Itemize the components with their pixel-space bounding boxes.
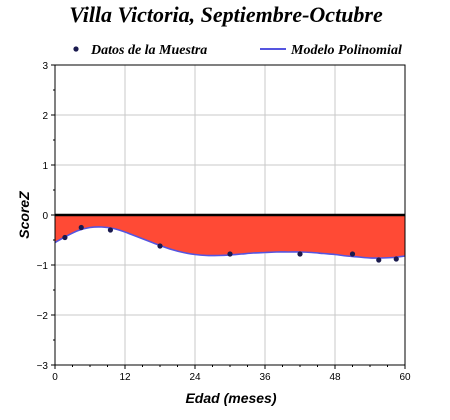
sample-point	[393, 256, 399, 262]
sample-point	[157, 243, 163, 249]
sample-points-layer	[62, 224, 399, 263]
legend-label-model: Modelo Polinomial	[290, 43, 402, 58]
sample-point	[107, 227, 114, 233]
y-tick-label: 2	[42, 111, 48, 122]
sample-point	[78, 224, 84, 231]
x-tick-label: 60	[399, 372, 411, 383]
sample-point	[376, 257, 382, 263]
y-tick-label: −1	[37, 261, 49, 272]
sample-point	[349, 251, 356, 257]
x-tick-label: 24	[189, 372, 201, 383]
sample-point	[62, 234, 68, 241]
y-tick-label: −3	[37, 361, 49, 372]
x-tick-label: 0	[52, 372, 58, 383]
y-tick-label: 3	[42, 61, 48, 72]
y-tick-label: −2	[37, 311, 49, 322]
area-between-curve-and-zero	[55, 215, 405, 259]
sample-point	[227, 251, 233, 257]
y-axis-label: ScoreZ	[16, 191, 32, 239]
x-tick-label: 36	[259, 372, 271, 383]
legend-marker-sample	[73, 46, 79, 52]
legend: Datos de la Muestra Modelo Polinomial	[73, 43, 402, 58]
legend-label-sample: Datos de la Muestra	[90, 43, 207, 58]
sample-point	[297, 251, 303, 257]
x-tick-label: 48	[329, 372, 341, 383]
y-tick-label: 0	[42, 211, 48, 222]
x-axis-label: Edad (meses)	[185, 390, 276, 406]
y-tick-label: 1	[42, 161, 48, 172]
chart-title: Villa Victoria, Septiembre-Octubre	[69, 2, 383, 27]
x-tick-label: 12	[119, 372, 131, 383]
fill-area	[55, 215, 405, 259]
